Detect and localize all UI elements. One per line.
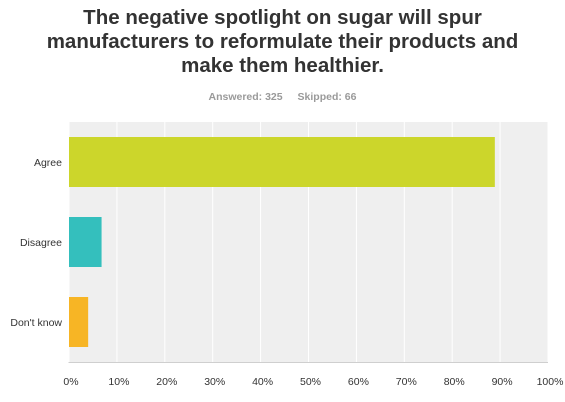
chart-title: The negative spotlight on sugar will spu…	[46, 6, 519, 77]
x-tick-label: 70%	[396, 376, 417, 388]
x-tick-label: 100%	[537, 376, 564, 388]
category-label: Disagree	[20, 237, 62, 249]
skipped-count: Skipped: 66	[297, 91, 357, 103]
x-tick-label: 40%	[252, 376, 273, 388]
x-tick-label: 30%	[204, 376, 225, 388]
x-tick-label: 20%	[156, 376, 177, 388]
x-tick-label: 90%	[492, 376, 513, 388]
x-tick-label: 10%	[108, 376, 129, 388]
x-tick-label: 0%	[63, 376, 78, 388]
category-label: Don't know	[10, 317, 62, 329]
x-tick-label: 60%	[348, 376, 369, 388]
x-tick-label: 80%	[444, 376, 465, 388]
response-summary: Answered: 325 Skipped: 66	[0, 91, 565, 103]
answered-count: Answered: 325	[208, 91, 283, 103]
bar-disagree	[69, 217, 102, 267]
x-tick-label: 50%	[300, 376, 321, 388]
category-label: Agree	[34, 157, 62, 169]
bar-agree	[69, 137, 495, 187]
bar-don-t-know	[69, 297, 89, 347]
